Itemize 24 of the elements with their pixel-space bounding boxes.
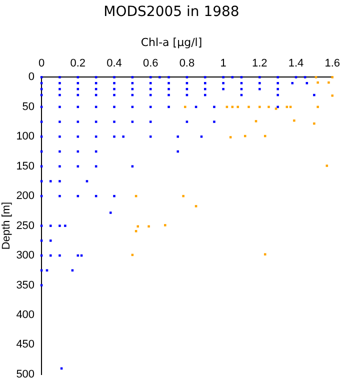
y-tick-label: 450 — [16, 338, 35, 351]
x-tick-label: 1.6 — [324, 58, 340, 70]
x-tick-label: 0.4 — [106, 58, 122, 70]
chart-title: MODS2005 in 1988 — [102, 4, 240, 22]
y-tick-label: 300 — [16, 250, 35, 262]
y-tick-label: 250 — [16, 220, 35, 232]
y-axis-title: Depth [m] — [0, 202, 13, 250]
x-tick-label: 0.8 — [179, 58, 195, 70]
x-tick-label: 0.2 — [70, 58, 86, 70]
y-tick-label: 50 — [22, 100, 35, 113]
x-tick-label: 0 — [38, 58, 45, 70]
point — [136, 225, 140, 228]
x-tick-label: 1.4 — [288, 58, 304, 70]
x-tick-label: 0.6 — [142, 58, 158, 70]
x-axis-title: Chl-a [µg/l] — [140, 36, 204, 49]
y-tick-label: 500 — [16, 368, 35, 380]
y-tick-label: 200 — [16, 190, 35, 202]
y-tick-label: 400 — [16, 308, 35, 321]
y-tick-label: 0 — [28, 71, 35, 84]
x-tick-label: 1 — [220, 58, 226, 70]
y-tick-label: 100 — [16, 130, 35, 143]
y-tick-label: 350 — [16, 279, 35, 292]
y-tick-label: 150 — [16, 160, 35, 172]
x-tick-label: 1.2 — [252, 58, 268, 70]
